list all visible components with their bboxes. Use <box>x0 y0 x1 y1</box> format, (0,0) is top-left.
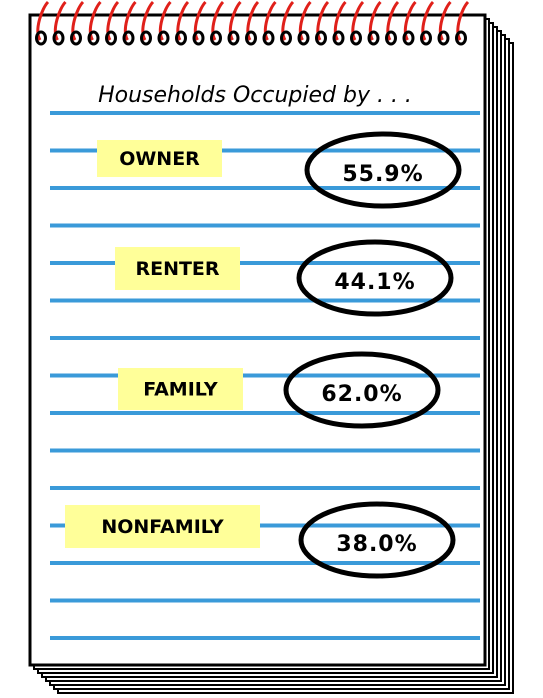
item-value: 44.1% <box>334 270 415 295</box>
item-value: 55.9% <box>342 162 423 187</box>
item-value: 62.0% <box>321 382 402 407</box>
item-label: RENTER <box>135 258 219 280</box>
item-label: NONFAMILY <box>101 516 224 538</box>
item-label: FAMILY <box>143 379 218 401</box>
item-value: 38.0% <box>336 532 417 557</box>
title: Households Occupied by . . . <box>98 83 412 108</box>
notepad: Households Occupied by . . . OWNER 55.9% R… <box>0 0 543 698</box>
item-label: OWNER <box>119 148 200 170</box>
